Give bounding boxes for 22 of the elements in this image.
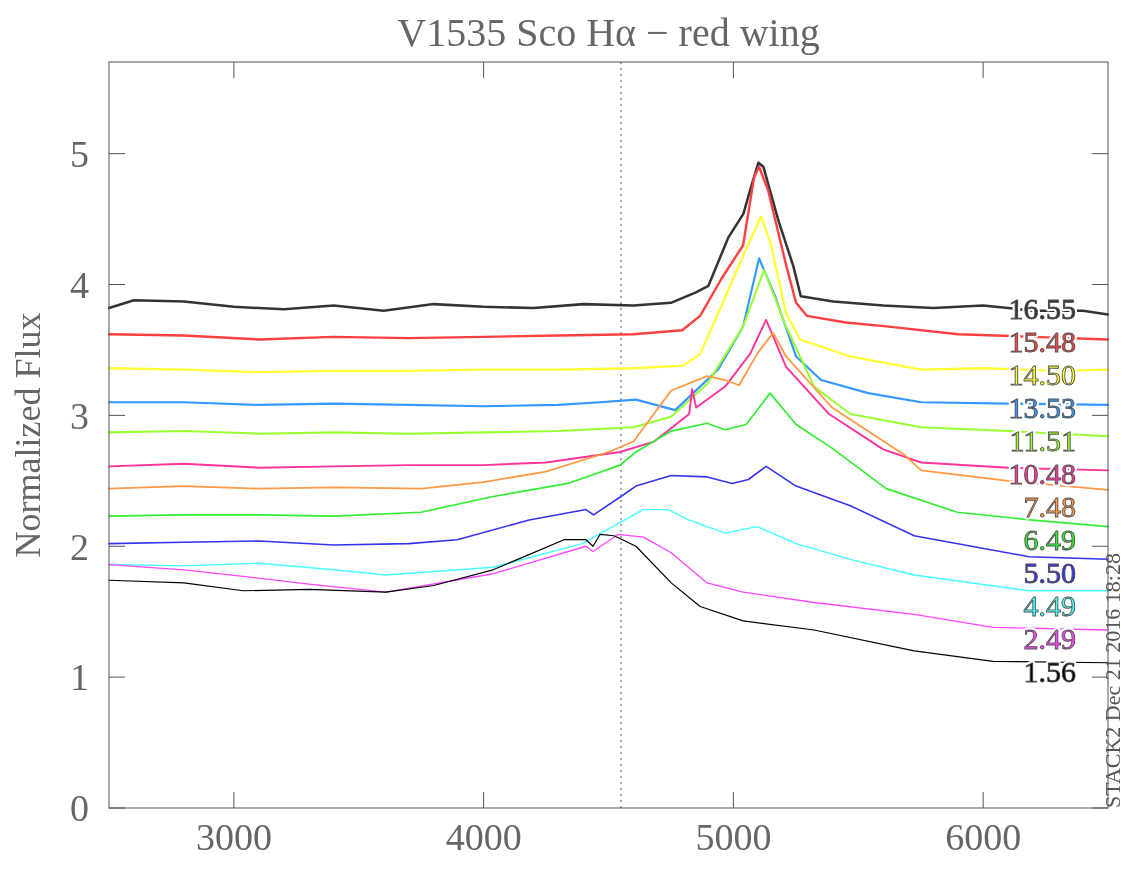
series-label: 7.48	[1023, 490, 1076, 524]
x-tick-label: 6000	[945, 816, 1022, 858]
y-axis-title: Normalized Flux	[8, 312, 48, 558]
series-label: 2.49	[1023, 622, 1076, 656]
annotation: STACK2 Dec 21 2016 18:28	[1100, 553, 1125, 808]
line-series	[108, 332, 1109, 491]
y-tick-label: 0	[70, 787, 89, 830]
y-tick-label: 2	[70, 525, 89, 568]
series-label: 5.50	[1023, 556, 1076, 590]
series-label: 4.49	[1023, 589, 1076, 623]
chart-title: V1535 Sco Hα − red wing	[397, 10, 820, 55]
series-label: 11.51	[1009, 424, 1076, 458]
line-series	[108, 392, 1109, 528]
y-tick-label: 1	[70, 656, 89, 699]
y-tick-label: 4	[70, 263, 89, 306]
x-tick-label: 3000	[195, 816, 272, 858]
series-label: 6.49	[1023, 523, 1076, 557]
y-tick-label: 3	[70, 394, 89, 437]
x-tick-label: 4000	[445, 816, 522, 858]
x-tick-label: 5000	[695, 816, 772, 858]
y-tick-label: 5	[70, 132, 89, 175]
series-label: 1.56	[1023, 655, 1076, 689]
